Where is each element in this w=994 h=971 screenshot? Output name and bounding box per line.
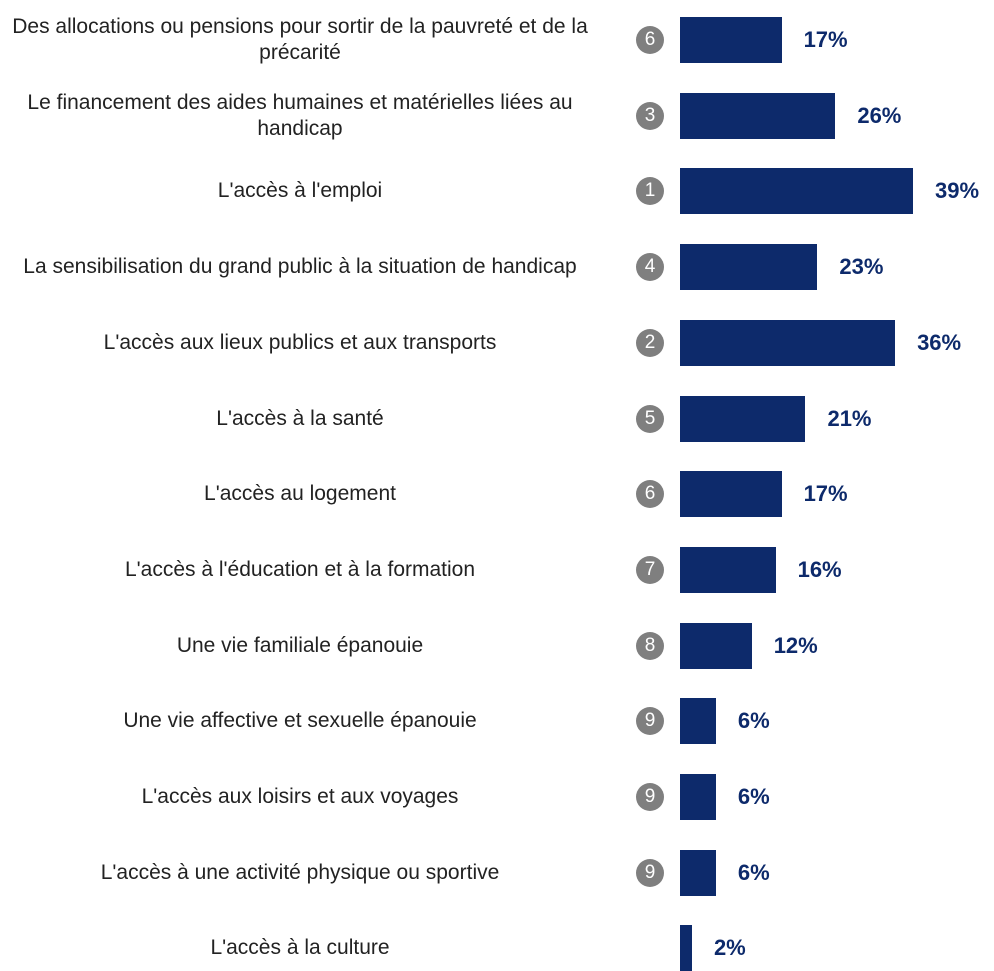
- bar: [680, 698, 716, 745]
- category-label: Une vie affective et sexuelle épanouie: [123, 709, 477, 733]
- rank-badge: 9: [636, 783, 664, 811]
- category-label: L'accès au logement: [204, 482, 396, 506]
- value-label: 6%: [737, 708, 770, 734]
- category-label: L'accès à l'emploi: [217, 179, 383, 203]
- rank-badge: 1: [636, 177, 664, 206]
- rank-badge: 2: [636, 328, 664, 357]
- bar: [680, 395, 806, 442]
- category-label: L'accès aux lieux publics et aux transpo…: [103, 330, 497, 354]
- value-label: 12%: [773, 632, 818, 658]
- value-label: 39%: [935, 178, 980, 204]
- value-label: 17%: [803, 481, 848, 507]
- category-label: La sensibilisation du grand public à la …: [23, 255, 577, 279]
- category-label: Des allocations ou pensions pour sortir …: [12, 15, 588, 64]
- rank-badge: 6: [636, 480, 664, 509]
- bar: [680, 774, 716, 820]
- bar: [680, 622, 752, 669]
- rank-badge: 9: [636, 858, 664, 887]
- value-label: 17%: [803, 27, 848, 52]
- bar: [680, 546, 776, 593]
- value-label: 23%: [839, 254, 884, 280]
- value-label: 6%: [737, 859, 770, 885]
- category-label: Le financement des aides humaines et mat…: [27, 90, 573, 140]
- bar: [680, 849, 716, 896]
- rank-badge: 7: [636, 555, 664, 584]
- value-label: 21%: [827, 405, 872, 431]
- rank-badge: 9: [636, 707, 664, 736]
- value-label: 16%: [797, 556, 842, 582]
- category-label: L'accès à la culture: [210, 936, 390, 960]
- rank-badge: 8: [636, 631, 664, 660]
- value-label: 36%: [917, 329, 962, 355]
- category-label: L'accès à une activité physique ou sport…: [100, 860, 500, 884]
- category-label: L'accès aux loisirs et aux voyages: [141, 785, 459, 808]
- rank-badge: 4: [636, 253, 664, 282]
- value-label: 6%: [737, 784, 770, 809]
- bar: [680, 244, 818, 291]
- bar: [680, 17, 782, 63]
- bar: [680, 92, 836, 139]
- value-label: 26%: [857, 102, 902, 128]
- value-label: 2%: [713, 935, 746, 961]
- bar: [680, 925, 692, 971]
- rank-badge: 6: [636, 26, 664, 54]
- category-label: L'accès à la santé: [216, 406, 384, 430]
- rank-badge: 3: [636, 101, 664, 130]
- bar: [680, 319, 896, 366]
- rank-badge: 5: [636, 404, 664, 433]
- category-label: L'accès à l'éducation et à la formation: [124, 557, 476, 581]
- bar: [680, 471, 782, 518]
- category-label: Une vie familiale épanouie: [176, 633, 424, 657]
- bar: [680, 168, 913, 215]
